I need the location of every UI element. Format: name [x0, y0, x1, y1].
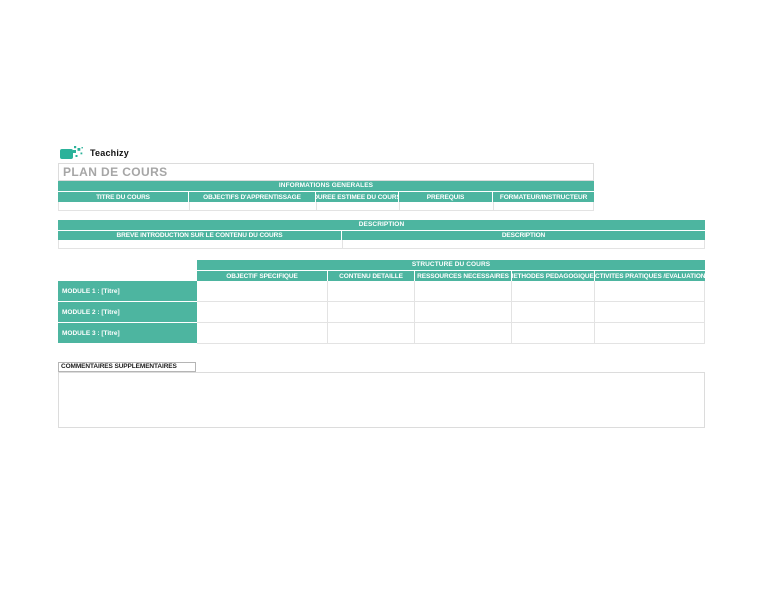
description-entry-row: [58, 240, 705, 249]
module-1-objectif-cell[interactable]: [197, 281, 328, 302]
module-3-row: MODULE 3 : [Titre]: [58, 323, 705, 344]
module-3-ressources-cell[interactable]: [415, 323, 512, 344]
objectifs-apprentissage-cell[interactable]: [190, 202, 317, 210]
prerequis-cell[interactable]: [400, 202, 494, 210]
description-column-row: BREVE INTRODUCTION SUR LE CONTENU DU COU…: [58, 231, 705, 240]
commentaires-supplementaires-label: COMMENTAIRES SUPPLÉMENTAIRES: [58, 362, 196, 372]
description-cell[interactable]: [343, 240, 704, 248]
column-header-activites-pratiques: ACTIVITES PRATIQUES /EVALUATIONS: [595, 271, 705, 281]
module-2-row: MODULE 2 : [Titre]: [58, 302, 705, 323]
column-header-titre-du-cours: TITRE DU COURS: [58, 192, 189, 202]
module-1-label: MODULE 1 : [Titre]: [58, 281, 197, 302]
module-1-activites-cell[interactable]: [595, 281, 705, 302]
module-3-label: MODULE 3 : [Titre]: [58, 323, 197, 344]
column-header-objectif-specifique: OBJECTIF SPECIFIQUE: [197, 271, 328, 281]
module-3-contenu-cell[interactable]: [328, 323, 415, 344]
column-header-prerequis: PREREQUIS: [399, 192, 493, 202]
column-header-ressources-necessaires: RESSOURCES NECESSAIRES: [415, 271, 512, 281]
module-2-contenu-cell[interactable]: [328, 302, 415, 323]
informations-generales-table: INFORMATIONS GENERALES TITRE DU COURS OB…: [58, 181, 594, 211]
description-header: DESCRIPTION: [58, 220, 705, 231]
structure-du-cours-column-row: OBJECTIF SPECIFIQUE CONTENU DETAILLE RES…: [197, 271, 705, 281]
module-1-ressources-cell[interactable]: [415, 281, 512, 302]
module-1-row: MODULE 1 : [Titre]: [58, 281, 705, 302]
structure-du-cours-table: STRUCTURE DU COURS OBJECTIF SPECIFIQUE C…: [58, 260, 705, 344]
titre-du-cours-cell[interactable]: [59, 202, 190, 210]
structure-du-cours-header: STRUCTURE DU COURS: [197, 260, 705, 271]
column-header-duree-estimee: DUREE ESTIMEE DU COURS: [316, 192, 399, 202]
teachizy-pixel-icon: [60, 146, 86, 160]
informations-generales-column-row: TITRE DU COURS OBJECTIFS D'APPRENTISSAGE…: [58, 192, 594, 202]
module-2-label: MODULE 2 : [Titre]: [58, 302, 197, 323]
formateur-cell[interactable]: [494, 202, 593, 210]
column-header-objectifs-apprentissage: OBJECTIFS D'APPRENTISSAGE: [189, 192, 316, 202]
column-header-breve-introduction: BREVE INTRODUCTION SUR LE CONTENU DU COU…: [58, 231, 342, 240]
page-title: PLAN DE COURS: [58, 163, 594, 181]
column-header-description: DESCRIPTION: [342, 231, 705, 240]
module-1-methodes-cell[interactable]: [512, 281, 595, 302]
module-2-methodes-cell[interactable]: [512, 302, 595, 323]
module-2-objectif-cell[interactable]: [197, 302, 328, 323]
description-table: DESCRIPTION BREVE INTRODUCTION SUR LE CO…: [58, 220, 705, 249]
column-header-contenu-detaille: CONTENU DETAILLE: [328, 271, 415, 281]
module-3-objectif-cell[interactable]: [197, 323, 328, 344]
logo-text: Teachizy: [90, 148, 129, 158]
duree-estimee-cell[interactable]: [317, 202, 400, 210]
module-2-ressources-cell[interactable]: [415, 302, 512, 323]
module-3-methodes-cell[interactable]: [512, 323, 595, 344]
column-header-methodes-pedagogiques: METHODES PEDAGOGIQUES: [512, 271, 595, 281]
module-1-contenu-cell[interactable]: [328, 281, 415, 302]
module-2-activites-cell[interactable]: [595, 302, 705, 323]
module-3-activites-cell[interactable]: [595, 323, 705, 344]
informations-generales-header: INFORMATIONS GENERALES: [58, 181, 594, 192]
breve-introduction-cell[interactable]: [59, 240, 343, 248]
teachizy-logo: Teachizy: [60, 146, 129, 160]
commentaires-supplementaires-box[interactable]: [58, 372, 705, 428]
informations-generales-entry-row: [58, 202, 594, 211]
column-header-formateur: FORMATEUR/INSTRUCTEUR: [493, 192, 594, 202]
